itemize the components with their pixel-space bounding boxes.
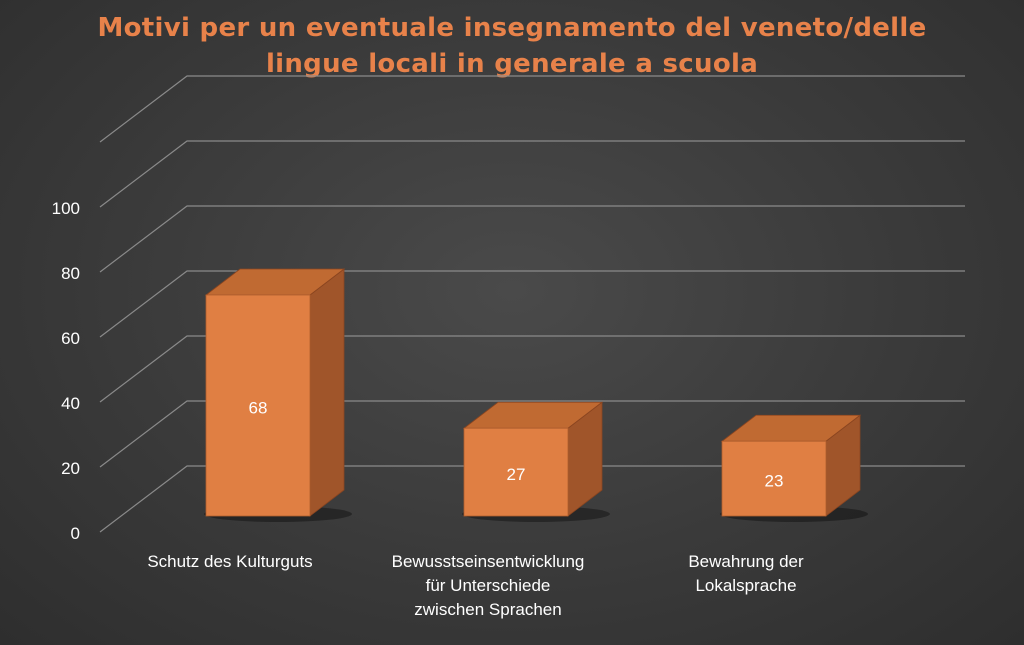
bar: 23 (720, 414, 868, 522)
x-category-label: Schutz des Kulturguts (100, 550, 360, 574)
bar-data-label: 68 (249, 399, 268, 418)
gridline (99, 205, 965, 273)
gridline (99, 140, 965, 208)
chart-title-line-1: Motivi per un eventuale insegnamento del… (97, 13, 927, 43)
bar-data-label: 27 (507, 465, 526, 484)
bar-front (721, 440, 827, 517)
y-axis-ticks: 0 20 40 60 80 100 (52, 199, 80, 543)
bars: 68 27 23 (204, 268, 868, 522)
x-category-label-line: Lokalsprache (695, 576, 797, 595)
bar: 27 (462, 401, 610, 522)
x-category-label-line: Bewusstseinsentwicklung (391, 552, 585, 571)
gridline (99, 465, 965, 533)
gridlines (99, 75, 965, 533)
gridline (99, 75, 965, 143)
bar-front (205, 294, 311, 517)
y-tick-label: 100 (52, 199, 80, 218)
y-tick-label: 20 (61, 459, 80, 478)
bar-data-label: 23 (765, 472, 784, 491)
x-category-label: Bewusstseinsentwicklung für Unterschiede z… (358, 550, 618, 622)
bar-side (309, 268, 345, 517)
gridline (99, 400, 965, 468)
x-category-label-line: Schutz des Kulturguts (147, 552, 313, 571)
x-category-label: Bewahrung der Lokalsprache (616, 550, 876, 598)
gridline (99, 270, 965, 338)
x-category-label-line: zwischen Sprachen (414, 600, 562, 619)
y-tick-label: 40 (61, 394, 80, 413)
chart-title-line-2: lingue locali in generale a scuola (265, 49, 759, 79)
chart-title: Motivi per un eventuale insegnamento del… (0, 10, 1024, 82)
y-tick-label: 80 (61, 264, 80, 283)
y-tick-label: 60 (61, 329, 80, 348)
bar: 68 (204, 268, 352, 522)
y-tick-label: 0 (71, 524, 80, 543)
gridline (99, 335, 965, 403)
bar-front (463, 427, 569, 517)
x-category-label-line: Bewahrung der (688, 552, 804, 571)
x-category-label-line: für Unterschiede (425, 576, 551, 595)
